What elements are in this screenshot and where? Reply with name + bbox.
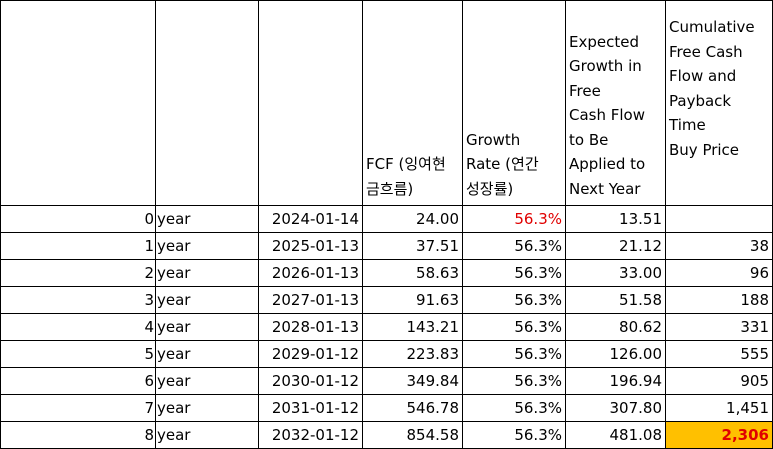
cell: 3: [0, 286, 156, 314]
data-row: 4 year 2028-01-13 143.21 56.3% 80.62 331: [0, 313, 773, 341]
cell: 4: [0, 313, 156, 341]
cell: 2032-01-12: [258, 421, 363, 449]
cell: year: [155, 367, 259, 395]
cell: 8: [0, 421, 156, 449]
cell: 854.58: [362, 421, 463, 449]
cell: 349.84: [362, 367, 463, 395]
cell: year: [155, 232, 259, 260]
cell: 56.3%: [462, 205, 566, 233]
header-cell: [258, 0, 363, 206]
cell: 126.00: [565, 340, 666, 368]
cell: year: [155, 340, 259, 368]
cell: 24.00: [362, 205, 463, 233]
cell: 481.08: [565, 421, 666, 449]
cell: 2: [0, 259, 156, 287]
cell: 2026-01-13: [258, 259, 363, 287]
cell: 5: [0, 340, 156, 368]
cell: 546.78: [362, 394, 463, 422]
cell: 0: [0, 205, 156, 233]
data-row: 3 year 2027-01-13 91.63 56.3% 51.58 188: [0, 286, 773, 314]
cell: 223.83: [362, 340, 463, 368]
cell: year: [155, 421, 259, 449]
header-cell: Expected Growth in Free Cash Flow to Be …: [565, 0, 666, 206]
cell: [665, 205, 773, 233]
cell: 7: [0, 394, 156, 422]
cell: year: [155, 286, 259, 314]
cell: 33.00: [565, 259, 666, 287]
header-cell: Cumulative Free Cash Flow and Payback Ti…: [665, 0, 773, 206]
cell: 143.21: [362, 313, 463, 341]
cell: 56.3%: [462, 313, 566, 341]
cell: 56.3%: [462, 367, 566, 395]
cell: 51.58: [565, 286, 666, 314]
header-row: FCF (잉여현 금흐름) Growth Rate (연간 성장률) Expecte…: [0, 0, 773, 206]
cell: 58.63: [362, 259, 463, 287]
cell: 2031-01-12: [258, 394, 363, 422]
cell: 555: [665, 340, 773, 368]
cell: 56.3%: [462, 286, 566, 314]
header-cell: [155, 0, 259, 206]
cell: 80.62: [565, 313, 666, 341]
cell: 905: [665, 367, 773, 395]
cell: year: [155, 313, 259, 341]
cell: 331: [665, 313, 773, 341]
data-row: 5 year 2029-01-12 223.83 56.3% 126.00 555: [0, 340, 773, 368]
data-row: 0 year 2024-01-14 24.00 56.3% 13.51: [0, 205, 773, 233]
header-cell: FCF (잉여현 금흐름): [362, 0, 463, 206]
cell: 6: [0, 367, 156, 395]
cell: 2025-01-13: [258, 232, 363, 260]
data-row: 6 year 2030-01-12 349.84 56.3% 196.94 905: [0, 367, 773, 395]
cell: 2030-01-12: [258, 367, 363, 395]
header-cell: Growth Rate (연간 성장률): [462, 0, 566, 206]
cell: 188: [665, 286, 773, 314]
cell: 21.12: [565, 232, 666, 260]
cell: 13.51: [565, 205, 666, 233]
cell: 2027-01-13: [258, 286, 363, 314]
cell: 307.80: [565, 394, 666, 422]
cell: 1,451: [665, 394, 773, 422]
cell: 56.3%: [462, 394, 566, 422]
cell: 96: [665, 259, 773, 287]
cell: 56.3%: [462, 232, 566, 260]
cell: 196.94: [565, 367, 666, 395]
cell: 56.3%: [462, 340, 566, 368]
cell: 2,306: [665, 421, 773, 449]
cell: year: [155, 205, 259, 233]
cell: 56.3%: [462, 259, 566, 287]
cell: year: [155, 394, 259, 422]
data-row: 2 year 2026-01-13 58.63 56.3% 33.00 96: [0, 259, 773, 287]
cell: 91.63: [362, 286, 463, 314]
data-row: 8 year 2032-01-12 854.58 56.3% 481.08 2,306: [0, 421, 773, 449]
cell: 38: [665, 232, 773, 260]
cell: 56.3%: [462, 421, 566, 449]
cell: 2028-01-13: [258, 313, 363, 341]
data-row: 7 year 2031-01-12 546.78 56.3% 307.80 1,451: [0, 394, 773, 422]
data-row: 1 year 2025-01-13 37.51 56.3% 21.12 38: [0, 232, 773, 260]
cell: 2024-01-14: [258, 205, 363, 233]
cell: year: [155, 259, 259, 287]
cell: 37.51: [362, 232, 463, 260]
cell: 1: [0, 232, 156, 260]
cell: 2029-01-12: [258, 340, 363, 368]
header-cell: [0, 0, 156, 206]
